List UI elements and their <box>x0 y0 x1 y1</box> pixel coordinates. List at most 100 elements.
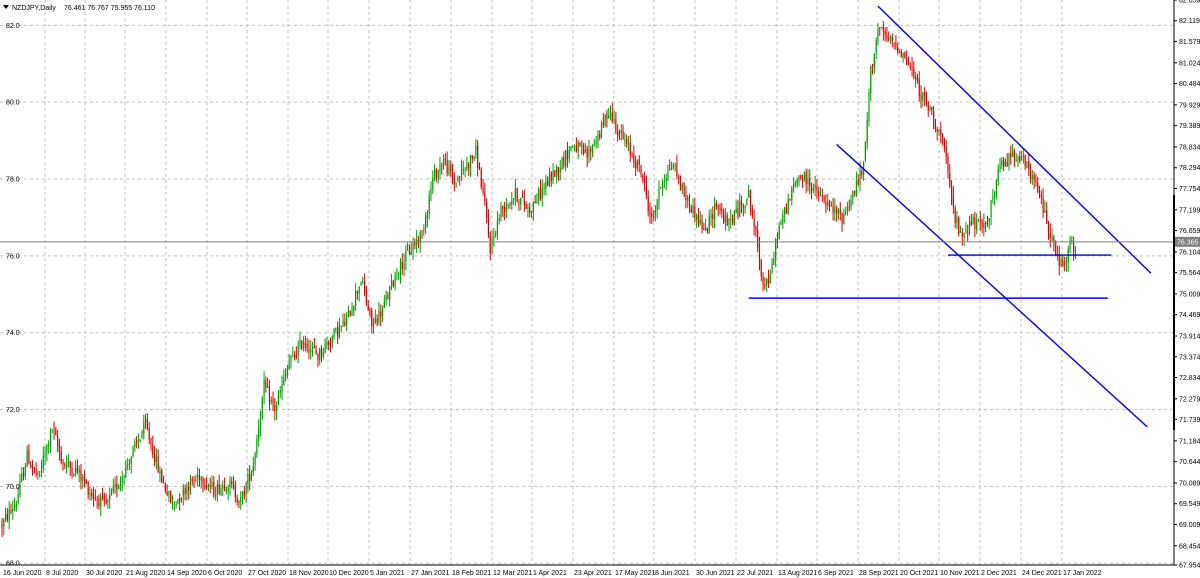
y-tick-label-right: 70.089 <box>1179 480 1200 487</box>
candle-body-bull <box>1044 209 1046 213</box>
candle-body-bear <box>821 196 823 198</box>
y-tick-label-left: 70.0 <box>6 484 20 491</box>
candle-body-bull <box>972 217 974 224</box>
candle-body-bull <box>994 192 996 197</box>
y-tick-label-left: 80.0 <box>6 100 20 107</box>
chart-header: NZDJPY,Daily 76.461 76.767 75.955 76.110 <box>3 5 155 12</box>
candle-body-bull <box>846 205 849 211</box>
candle-body-bull <box>778 225 780 240</box>
candle-body-bull <box>358 286 360 294</box>
candle-body-bull <box>109 494 111 500</box>
candle-body-bull <box>1065 261 1068 264</box>
y-tick-label-right: 76.104 <box>1179 249 1200 256</box>
y-tick-label-right: 82.119 <box>1179 18 1200 25</box>
candle-body-bull <box>125 465 127 478</box>
candle-body-bull <box>696 214 698 220</box>
candle-body-bull <box>559 168 561 173</box>
candle-body-bear <box>31 465 34 468</box>
candle-body-bear <box>213 481 215 496</box>
candle-body-bear <box>446 160 448 174</box>
candle-body-bull <box>608 115 610 119</box>
dropdown-triangle-icon[interactable] <box>3 5 9 9</box>
candle-body-bull <box>572 146 574 148</box>
candle-body-bear <box>810 187 813 191</box>
candle-body-bear <box>344 321 346 326</box>
candle-body-bull <box>398 274 400 276</box>
candle-body-bull <box>667 169 669 178</box>
trendlines[interactable] <box>748 5 1152 428</box>
candle-body-bull <box>1051 236 1053 240</box>
candle-body-bull <box>520 197 522 205</box>
y-tick-label-left: 72.0 <box>6 407 20 414</box>
candle-body-bear <box>891 36 893 42</box>
candle-body-bear <box>760 261 762 277</box>
candle-body-bear <box>35 468 37 475</box>
y-tick-label-right: 73.374 <box>1179 354 1200 361</box>
y-tick-label-right: 72.834 <box>1179 375 1200 382</box>
candle-body-bear <box>816 185 818 191</box>
candle-body-bear <box>58 445 61 452</box>
candle-body-bull <box>983 222 985 229</box>
candle-body-bear <box>1006 161 1008 166</box>
candle-body-bear <box>642 175 644 181</box>
candle-body-bear <box>304 342 306 346</box>
candle-body-bull <box>469 154 472 169</box>
candle-body-bear <box>841 212 843 224</box>
candle-body-bull <box>959 231 962 233</box>
candle-body-bear <box>931 107 933 111</box>
candle-body-bear <box>742 206 744 208</box>
x-tick-label: 27 Oct 2020 <box>248 570 286 577</box>
candle-body-bull <box>681 184 683 190</box>
candle-body-bear <box>857 179 859 185</box>
candle-body-bull <box>211 482 213 487</box>
candle-body-bear <box>970 221 972 225</box>
candle-body-bear <box>683 183 685 197</box>
candle-body-bear <box>161 469 163 483</box>
candle-body-bull <box>692 205 694 214</box>
x-tick-label: 12 Mar 2021 <box>493 570 532 577</box>
candle-body-bear <box>164 483 166 492</box>
candle-body-bear <box>1053 237 1055 243</box>
candle-body-bull <box>568 149 570 159</box>
candle-body-bull <box>837 211 840 215</box>
candle-body-bear <box>1040 194 1042 197</box>
candle-body-bear <box>575 145 577 153</box>
candle-body-bull <box>584 149 586 153</box>
candle-body-bear <box>678 176 680 178</box>
candle-body-bull <box>428 195 430 214</box>
y-tick-label-right: 74.469 <box>1179 312 1200 319</box>
candle-body-bear <box>947 156 949 172</box>
candle-body-bear <box>701 219 703 230</box>
candle-body-bear <box>62 461 64 465</box>
candle-body-bear <box>64 464 66 466</box>
candle-body-bear <box>582 144 585 154</box>
candle-body-bear <box>87 482 89 495</box>
candle-body-bull <box>225 489 227 491</box>
candle-body-bull <box>992 197 994 200</box>
candle-body-bear <box>521 196 524 198</box>
candle-body-bear <box>193 479 195 481</box>
candle-body-bull <box>311 346 314 349</box>
trendline-lower-channel[interactable] <box>836 143 1148 428</box>
candle-body-bear <box>563 157 565 166</box>
trendline-upper-channel[interactable] <box>877 5 1152 274</box>
candle-body-bear <box>703 228 705 231</box>
candle-body-bear <box>489 235 491 254</box>
candle-body-bull <box>807 178 809 184</box>
candle-body-bull <box>922 93 924 101</box>
candle-body-bull <box>180 497 183 501</box>
candle-body-bear <box>162 482 165 483</box>
candle-body-bear <box>631 153 633 157</box>
candle-body-bull <box>1069 239 1071 251</box>
candle-body-bull <box>466 163 468 169</box>
candle-body-bull <box>1015 159 1017 161</box>
candle-body-bear <box>408 250 411 255</box>
candle-body-bull <box>173 503 175 505</box>
candle-body-bull <box>902 53 904 58</box>
candle-body-bull <box>775 239 777 259</box>
candle-body-bull <box>794 183 796 186</box>
candle-body-bull <box>728 218 730 225</box>
candle-body-bull <box>229 480 231 488</box>
candle-body-bear <box>909 65 911 67</box>
